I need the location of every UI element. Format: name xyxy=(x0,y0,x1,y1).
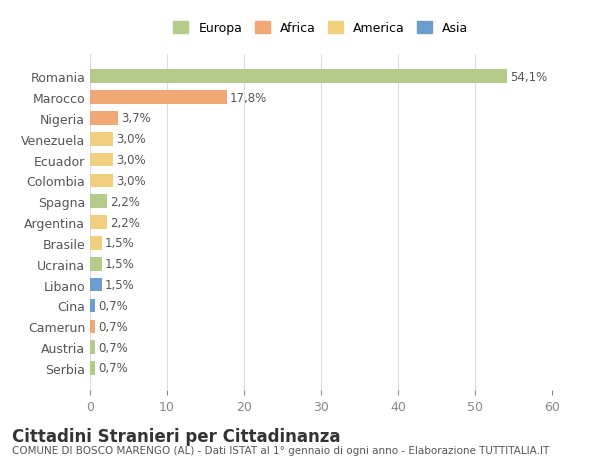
Bar xyxy=(90,237,101,250)
Bar xyxy=(90,216,107,230)
Bar xyxy=(90,299,95,313)
Text: 0,7%: 0,7% xyxy=(98,299,128,312)
Bar xyxy=(90,320,95,333)
Bar xyxy=(90,70,506,84)
Text: 3,0%: 3,0% xyxy=(116,174,146,188)
Text: 1,5%: 1,5% xyxy=(104,279,134,291)
Bar xyxy=(90,195,107,208)
Bar xyxy=(90,153,113,167)
Text: 3,0%: 3,0% xyxy=(116,133,146,146)
Bar xyxy=(90,112,118,125)
Bar xyxy=(90,91,227,105)
Text: 2,2%: 2,2% xyxy=(110,216,140,229)
Text: Cittadini Stranieri per Cittadinanza: Cittadini Stranieri per Cittadinanza xyxy=(12,427,341,445)
Bar xyxy=(90,341,95,354)
Text: 0,7%: 0,7% xyxy=(98,341,128,354)
Text: 1,5%: 1,5% xyxy=(104,257,134,271)
Bar xyxy=(90,174,113,188)
Legend: Europa, Africa, America, Asia: Europa, Africa, America, Asia xyxy=(170,18,472,39)
Text: 0,7%: 0,7% xyxy=(98,362,128,375)
Text: 17,8%: 17,8% xyxy=(230,91,268,104)
Text: 3,7%: 3,7% xyxy=(122,112,151,125)
Bar xyxy=(90,278,101,292)
Bar xyxy=(90,133,113,146)
Text: 1,5%: 1,5% xyxy=(104,237,134,250)
Text: COMUNE DI BOSCO MARENGO (AL) - Dati ISTAT al 1° gennaio di ogni anno - Elaborazi: COMUNE DI BOSCO MARENGO (AL) - Dati ISTA… xyxy=(12,445,549,455)
Bar xyxy=(90,257,101,271)
Text: 0,7%: 0,7% xyxy=(98,320,128,333)
Bar xyxy=(90,361,95,375)
Text: 3,0%: 3,0% xyxy=(116,154,146,167)
Text: 2,2%: 2,2% xyxy=(110,196,140,208)
Text: 54,1%: 54,1% xyxy=(509,71,547,84)
